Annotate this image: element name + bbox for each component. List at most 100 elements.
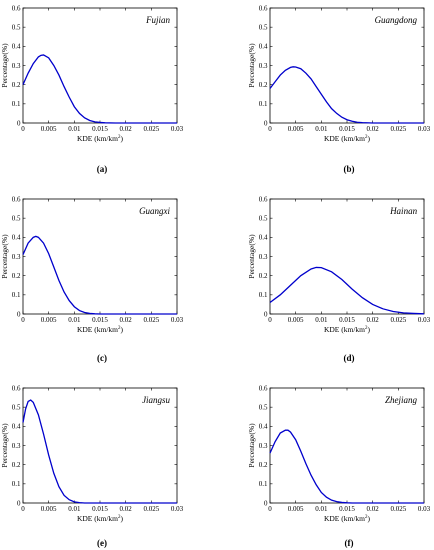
x-axis-label: KDE (km/km2) xyxy=(324,514,371,523)
y-tick-label: 0.3 xyxy=(12,253,21,261)
chart-panel-0: 0 0.005 0.01 0.015 0.02 0.025 0.03 0 0.1 0.2 0.3 0.… xyxy=(0,4,184,174)
x-tick-label: 0.015 xyxy=(92,316,108,324)
y-tick-label: 0 xyxy=(17,499,21,507)
y-tick-label: 0.6 xyxy=(12,195,21,203)
x-tick-label: 0 xyxy=(21,125,25,133)
x-tick-label: 0.03 xyxy=(418,125,431,133)
y-axis-label: Percentage(%) xyxy=(247,234,256,279)
chart-panel-1: 0 0.005 0.01 0.015 0.02 0.025 0.03 0 0.1 0.2 0.3 0.… xyxy=(247,4,431,174)
x-tick-label: 0 xyxy=(21,505,25,513)
y-tick-label: 0.3 xyxy=(259,442,268,450)
region-annotation: Guangxi xyxy=(139,206,170,216)
x-tick-label: 0.02 xyxy=(120,125,133,133)
y-tick-label: 0.6 xyxy=(259,195,268,203)
plot-frame xyxy=(269,198,425,315)
y-tick-label: 0.3 xyxy=(259,62,268,70)
y-axis-label: Percentage(%) xyxy=(0,43,9,88)
x-tick-label: 0.015 xyxy=(339,316,355,324)
y-tick-label: 0.2 xyxy=(12,461,21,469)
y-tick-label: 0.1 xyxy=(12,291,21,299)
x-tick-label: 0.025 xyxy=(390,505,406,513)
region-annotation: Fujian xyxy=(145,15,170,25)
x-tick-label: 0.005 xyxy=(41,125,57,133)
y-axis-label: Percentage(%) xyxy=(247,423,256,468)
panel-label: (b) xyxy=(344,164,355,174)
x-tick-label: 0 xyxy=(21,316,25,324)
chart-panel-4: 0 0.005 0.01 0.015 0.02 0.025 0.03 0 0.1 0.2 0.3 0.… xyxy=(0,384,184,548)
x-tick-label: 0.02 xyxy=(367,125,380,133)
y-tick-label: 0.3 xyxy=(259,253,268,261)
y-tick-label: 0.3 xyxy=(12,62,21,70)
x-axis-label: KDE (km/km2) xyxy=(77,134,124,143)
x-tick-label: 0.015 xyxy=(339,125,355,133)
x-tick-label: 0.03 xyxy=(171,505,184,513)
panel-label: (e) xyxy=(97,538,107,548)
y-tick-label: 0.2 xyxy=(12,272,21,280)
series-line-0 xyxy=(22,54,177,124)
x-tick-label: 0.03 xyxy=(171,125,184,133)
x-tick-label: 0 xyxy=(268,125,272,133)
x-tick-label: 0.005 xyxy=(288,505,304,513)
panel-label: (a) xyxy=(97,164,108,174)
x-tick-label: 0.01 xyxy=(68,316,81,324)
y-tick-label: 0.4 xyxy=(259,234,268,242)
x-tick-label: 0.005 xyxy=(41,316,57,324)
y-tick-label: 0.5 xyxy=(12,404,21,412)
x-axis-label: KDE (km/km2) xyxy=(77,325,124,334)
y-tick-label: 0.5 xyxy=(259,215,268,223)
x-tick-label: 0.015 xyxy=(92,505,108,513)
x-tick-label: 0.02 xyxy=(367,316,380,324)
y-tick-label: 0.4 xyxy=(12,234,21,242)
chart-panel-3: 0 0.005 0.01 0.015 0.02 0.025 0.03 0 0.1 0.2 0.3 0.… xyxy=(247,195,431,363)
x-axis-label: KDE (km/km2) xyxy=(77,514,124,523)
y-tick-label: 0.2 xyxy=(12,81,21,89)
chart-panel-5: 0 0.005 0.01 0.015 0.02 0.025 0.03 0 0.1 0.2 0.3 0.… xyxy=(247,384,431,548)
x-axis-label: KDE (km/km2) xyxy=(324,325,371,334)
x-tick-label: 0.03 xyxy=(171,316,184,324)
panel-label: (c) xyxy=(97,353,107,363)
x-tick-label: 0.02 xyxy=(120,505,133,513)
panel-label: (f) xyxy=(345,538,354,548)
y-tick-label: 0.6 xyxy=(259,384,268,392)
y-tick-label: 0.6 xyxy=(12,4,21,12)
panel-label: (d) xyxy=(344,353,355,363)
y-axis-label: Percentage(%) xyxy=(0,234,9,279)
y-tick-label: 0.5 xyxy=(12,215,21,223)
region-annotation: Zhejiang xyxy=(385,395,418,405)
x-tick-label: 0.03 xyxy=(418,316,431,324)
x-tick-label: 0.03 xyxy=(418,505,431,513)
region-annotation: Hainan xyxy=(389,206,418,216)
y-tick-label: 0.1 xyxy=(259,480,268,488)
series-line-0 xyxy=(269,266,425,315)
y-tick-label: 0.5 xyxy=(259,404,268,412)
x-tick-label: 0.01 xyxy=(315,125,328,133)
x-tick-label: 0.025 xyxy=(143,505,159,513)
x-tick-label: 0.02 xyxy=(120,316,133,324)
region-annotation: Jiangsu xyxy=(142,395,170,405)
plot-frame xyxy=(269,387,425,504)
x-tick-label: 0.025 xyxy=(390,316,406,324)
x-axis-label: KDE (km/km2) xyxy=(324,134,371,143)
y-tick-label: 0.4 xyxy=(259,423,268,431)
x-tick-label: 0.025 xyxy=(390,125,406,133)
y-tick-label: 0.2 xyxy=(259,461,268,469)
x-tick-label: 0.005 xyxy=(288,125,304,133)
x-tick-label: 0 xyxy=(268,505,272,513)
y-tick-label: 0.1 xyxy=(12,480,21,488)
y-tick-label: 0 xyxy=(17,119,21,127)
y-tick-label: 0 xyxy=(264,310,268,318)
series-line-0 xyxy=(22,399,177,504)
x-tick-label: 0.025 xyxy=(143,125,159,133)
x-tick-label: 0.005 xyxy=(288,316,304,324)
y-tick-label: 0.1 xyxy=(259,291,268,299)
chart-panel-2: 0 0.005 0.01 0.015 0.02 0.025 0.03 0 0.1 0.2 0.3 0.… xyxy=(0,195,184,363)
x-tick-label: 0.01 xyxy=(68,505,81,513)
x-tick-label: 0.005 xyxy=(41,505,57,513)
plot-frame xyxy=(22,198,178,315)
y-axis-label: Percentage(%) xyxy=(247,43,256,88)
y-tick-label: 0.2 xyxy=(259,272,268,280)
plot-frame xyxy=(269,7,425,124)
y-tick-label: 0 xyxy=(17,310,21,318)
x-tick-label: 0.01 xyxy=(315,505,328,513)
y-tick-label: 0.1 xyxy=(259,100,268,108)
